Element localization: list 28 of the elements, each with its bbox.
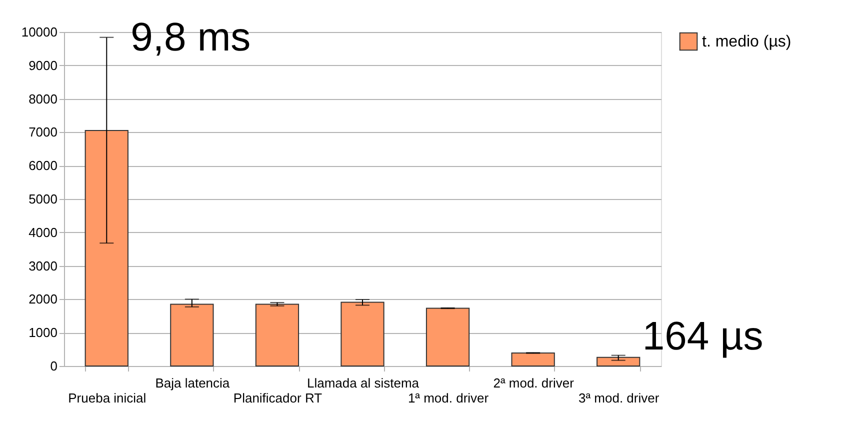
y-tick-label: 7000 [28, 124, 58, 140]
x-tick-label: Prueba inicial [68, 390, 146, 406]
y-tick-label: 0 [50, 358, 58, 374]
y-tick-label: 4000 [28, 224, 58, 240]
x-tick-label: 1ª mod. driver [408, 390, 490, 406]
y-tick-label: 5000 [28, 192, 58, 206]
x-tick-label: 2ª mod. driver [493, 376, 575, 390]
bar [340, 302, 384, 366]
y-tick-label: 3000 [28, 258, 58, 274]
x-tick-label: Baja latencia [155, 376, 230, 390]
x-tick-label: Llamada al sistema [307, 376, 420, 390]
y-tick-label: 8000 [28, 91, 58, 106]
legend-label: t. medio (µs) [702, 34, 792, 50]
annotation: 9,8 ms [130, 16, 251, 60]
y-tick-label: 10000 [21, 24, 58, 40]
bar [511, 352, 555, 366]
bar [84, 130, 128, 366]
bar [255, 304, 300, 366]
x-tick-label: 3ª mod. driver [578, 390, 660, 406]
y-tick-label: 2000 [28, 292, 58, 307]
annotation: 164 µs [642, 314, 764, 358]
y-tick-label: 1000 [28, 325, 58, 340]
x-tick-label: Planificador RT [233, 390, 322, 406]
bar [426, 308, 470, 366]
bar [170, 304, 214, 366]
y-tick-label: 9000 [28, 58, 58, 73]
y-tick-label: 6000 [28, 158, 58, 174]
bar [596, 356, 640, 366]
